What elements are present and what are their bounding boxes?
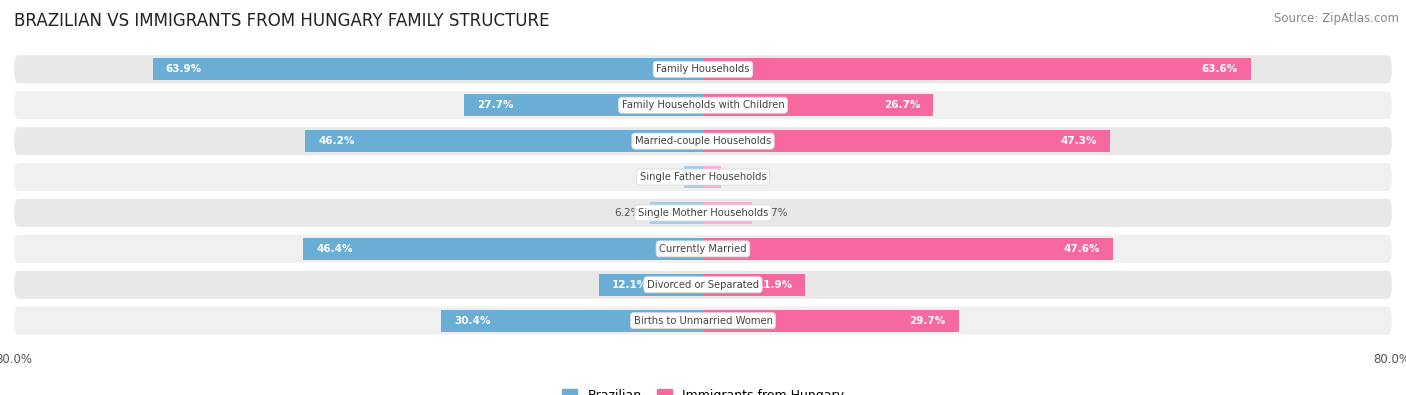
Bar: [703, 58, 1251, 81]
FancyBboxPatch shape: [14, 91, 1392, 119]
FancyBboxPatch shape: [14, 163, 1392, 191]
FancyBboxPatch shape: [14, 199, 1392, 227]
Bar: [153, 58, 703, 81]
Text: Source: ZipAtlas.com: Source: ZipAtlas.com: [1274, 12, 1399, 25]
Text: 29.7%: 29.7%: [910, 316, 946, 325]
Bar: [685, 166, 703, 188]
Text: 27.7%: 27.7%: [478, 100, 513, 110]
Bar: [703, 274, 806, 296]
Bar: [703, 238, 1114, 260]
Text: Single Father Households: Single Father Households: [640, 172, 766, 182]
Bar: [304, 238, 703, 260]
Text: 2.1%: 2.1%: [730, 172, 756, 182]
Text: Family Households with Children: Family Households with Children: [621, 100, 785, 110]
Text: 47.3%: 47.3%: [1062, 136, 1098, 146]
Text: 5.7%: 5.7%: [761, 208, 787, 218]
Bar: [703, 166, 721, 188]
Text: 46.4%: 46.4%: [316, 244, 353, 254]
Bar: [305, 130, 703, 152]
Text: 63.9%: 63.9%: [166, 64, 201, 74]
FancyBboxPatch shape: [14, 235, 1392, 263]
Legend: Brazilian, Immigrants from Hungary: Brazilian, Immigrants from Hungary: [557, 384, 849, 395]
Text: 2.2%: 2.2%: [650, 172, 675, 182]
Text: 26.7%: 26.7%: [883, 100, 920, 110]
Text: Single Mother Households: Single Mother Households: [638, 208, 768, 218]
Bar: [703, 202, 752, 224]
Bar: [703, 94, 934, 117]
Text: BRAZILIAN VS IMMIGRANTS FROM HUNGARY FAMILY STRUCTURE: BRAZILIAN VS IMMIGRANTS FROM HUNGARY FAM…: [14, 12, 550, 30]
Bar: [464, 94, 703, 117]
Text: 12.1%: 12.1%: [612, 280, 648, 290]
Text: 6.2%: 6.2%: [614, 208, 641, 218]
Text: 63.6%: 63.6%: [1202, 64, 1237, 74]
Text: 30.4%: 30.4%: [454, 316, 491, 325]
FancyBboxPatch shape: [14, 307, 1392, 335]
Bar: [441, 310, 703, 332]
Text: Births to Unmarried Women: Births to Unmarried Women: [634, 316, 772, 325]
Bar: [703, 310, 959, 332]
FancyBboxPatch shape: [14, 271, 1392, 299]
Text: 47.6%: 47.6%: [1063, 244, 1099, 254]
Bar: [599, 274, 703, 296]
Bar: [703, 130, 1111, 152]
Text: Married-couple Households: Married-couple Households: [636, 136, 770, 146]
Text: Family Households: Family Households: [657, 64, 749, 74]
Text: 46.2%: 46.2%: [318, 136, 354, 146]
Text: 11.9%: 11.9%: [756, 280, 793, 290]
Text: Divorced or Separated: Divorced or Separated: [647, 280, 759, 290]
FancyBboxPatch shape: [14, 55, 1392, 83]
Bar: [650, 202, 703, 224]
FancyBboxPatch shape: [14, 127, 1392, 155]
Text: Currently Married: Currently Married: [659, 244, 747, 254]
